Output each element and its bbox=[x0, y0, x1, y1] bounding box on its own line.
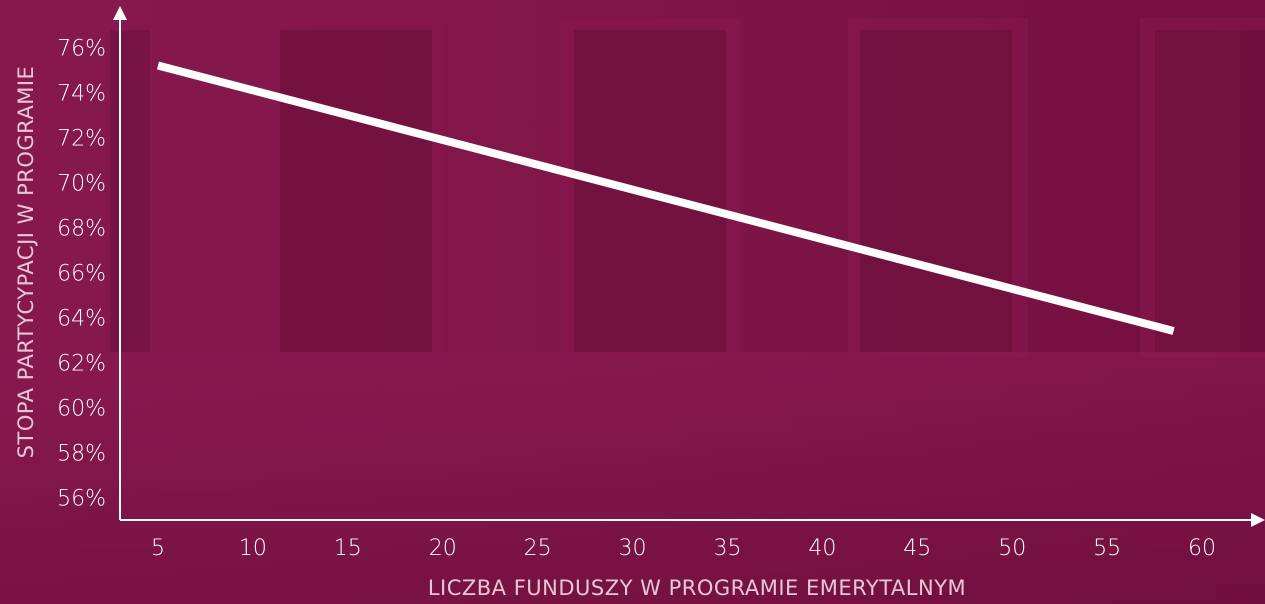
x-tick-label: 40 bbox=[808, 536, 836, 561]
x-tick-label: 35 bbox=[713, 536, 741, 561]
y-tick-label: 76% bbox=[57, 37, 106, 62]
y-tick-label: 64% bbox=[57, 307, 106, 332]
axes bbox=[113, 6, 1265, 527]
y-tick-label: 68% bbox=[57, 217, 106, 242]
series-layer bbox=[156, 61, 1175, 335]
y-tick-label: 70% bbox=[57, 172, 106, 197]
y-axis-title: STOPA PARTYCYPACJI W PROGRAMIE bbox=[14, 66, 38, 459]
y-tick-label: 72% bbox=[57, 127, 106, 152]
x-tick-label: 5 bbox=[151, 536, 165, 561]
series-line bbox=[156, 61, 1175, 335]
y-tick-label: 66% bbox=[57, 262, 106, 287]
y-tick-label: 56% bbox=[57, 487, 106, 512]
x-tick-label: 30 bbox=[619, 536, 647, 561]
x-tick-label: 60 bbox=[1188, 536, 1216, 561]
y-axis-arrow-icon bbox=[113, 6, 127, 20]
x-tick-label: 55 bbox=[1093, 536, 1121, 561]
x-tick-label: 25 bbox=[524, 536, 552, 561]
y-tick-label: 58% bbox=[57, 442, 106, 467]
x-tick-label: 20 bbox=[429, 536, 457, 561]
y-tick-labels: 56% 58% 60% 62% 64% 66% 68% 70% 72% 74% 76% bbox=[57, 37, 106, 512]
x-tick-labels: 5 10 15 20 25 30 35 40 45 50 55 60 bbox=[151, 536, 1216, 561]
x-tick-label: 50 bbox=[998, 536, 1026, 561]
x-tick-label: 15 bbox=[334, 536, 362, 561]
y-tick-label: 60% bbox=[57, 397, 106, 422]
x-tick-label: 45 bbox=[903, 536, 931, 561]
y-tick-label: 74% bbox=[57, 82, 106, 107]
x-axis-title: LICZBA FUNDUSZY W PROGRAMIE EMERYTALNYM bbox=[428, 576, 966, 600]
x-tick-label: 10 bbox=[239, 536, 267, 561]
y-tick-label: 62% bbox=[57, 352, 106, 377]
x-axis-arrow-icon bbox=[1251, 513, 1265, 527]
